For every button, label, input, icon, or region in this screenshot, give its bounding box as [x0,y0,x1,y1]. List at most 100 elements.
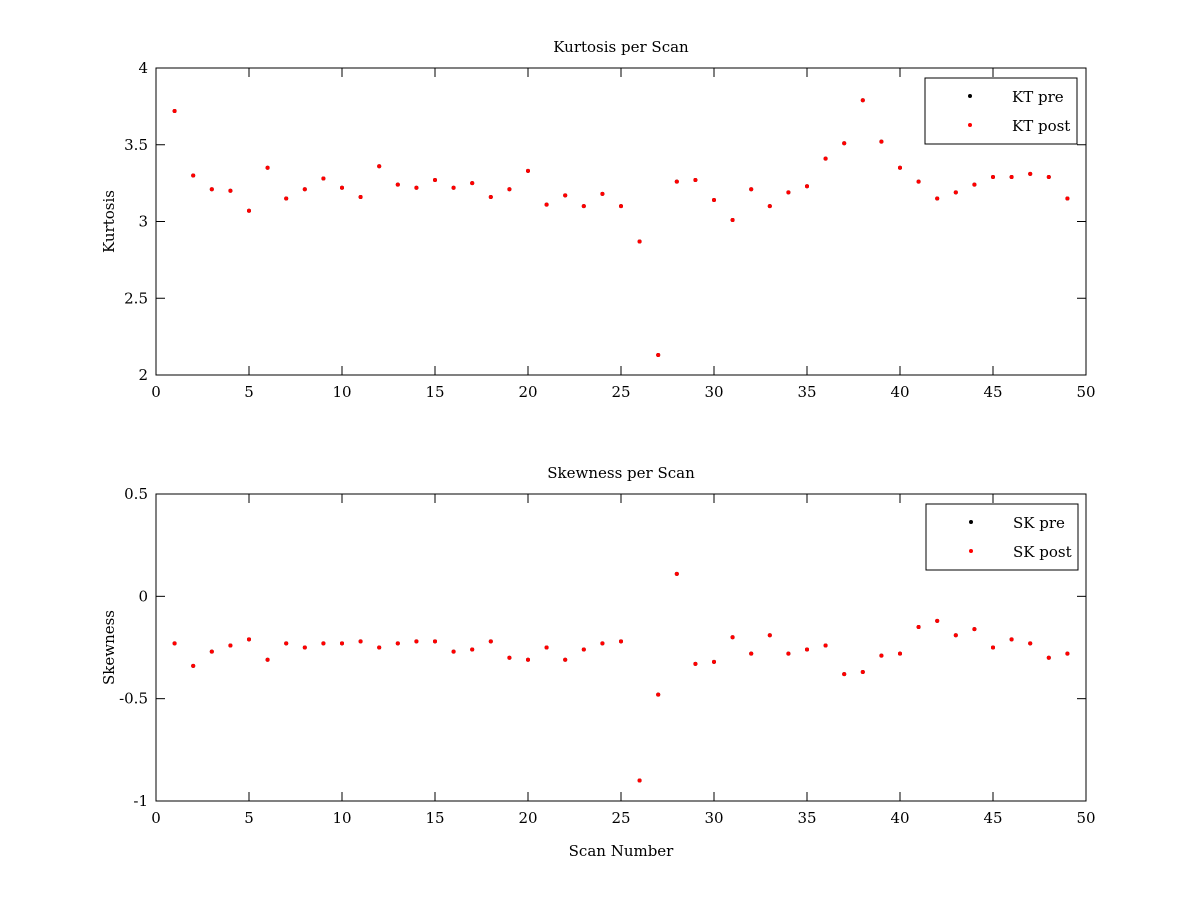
data-point [935,196,940,201]
x-tick-label: 30 [704,809,723,827]
x-tick-label: 40 [890,809,909,827]
data-point [544,202,549,207]
legend-entry: SK pre [1013,514,1065,532]
legend-entry: KT post [1012,117,1070,135]
x-tick-label: 50 [1076,383,1095,401]
data-point [600,191,605,196]
data-point [340,641,344,646]
data-point [581,647,586,652]
y-tick-label: 3.5 [124,136,148,154]
x-tick-label: 35 [797,809,816,827]
data-point [860,670,865,675]
y-tick-label: 3 [138,213,148,231]
data-point [302,645,307,650]
data-point [507,655,512,660]
data-point [172,641,177,646]
data-point [1009,174,1014,179]
data-point [1046,174,1051,179]
data-point [172,108,177,113]
data-point [358,639,363,644]
data-point [377,164,382,169]
x-tick-label: 0 [151,383,161,401]
data-point [414,185,419,190]
data-point [991,645,995,650]
data-point [730,635,735,640]
data-point [860,98,865,103]
data-point [265,165,270,170]
data-point [563,657,568,662]
data-point [433,178,437,183]
data-point [414,639,419,644]
data-point [898,165,902,170]
data-point [395,182,400,187]
data-point [1065,651,1070,656]
x-tick-label: 30 [704,383,723,401]
data-point [451,185,456,190]
data-point [284,196,289,201]
data-point [1065,196,1070,201]
y-tick-label: 4 [138,59,148,77]
legend-marker [969,520,973,524]
data-point [637,778,642,783]
data-point [544,645,549,650]
x-tick-label: 35 [797,383,816,401]
subplot-2: 0 5 10 15 20 25 30 35 40 45 50 -1 -0.5 0 0.5 Skewness p… [100,464,1096,860]
data-point [358,194,363,199]
data-point [395,641,400,646]
data-point [786,190,791,195]
data-point [674,571,679,576]
data-point [1028,171,1033,176]
data-point [656,692,661,697]
data-point [879,139,884,144]
data-point [619,639,623,644]
x-tick-label: 10 [332,809,351,827]
x-tick-label: 0 [151,809,161,827]
chart-title: Skewness per Scan [547,464,695,482]
legend-marker [968,123,972,127]
data-point [228,188,233,193]
x-tick-label: 40 [890,383,909,401]
data-point [693,178,698,183]
data-point [377,645,382,650]
data-point [953,633,958,638]
data-point [842,672,847,677]
x-tick-label: 5 [244,383,254,401]
data-point [581,204,586,209]
data-point [470,647,475,652]
legend-marker [969,549,973,553]
subplot-1: 0 5 10 15 20 25 30 35 40 45 50 2 2.5 3 3.5 4 Kurtosis pe… [100,38,1096,401]
data-point [600,641,605,646]
legend: KT pre KT post [924,77,1078,145]
legend-box [925,503,1079,571]
data-point [712,198,716,203]
x-axis-label: Scan Number [569,842,675,860]
x-tick-label: 10 [332,383,351,401]
data-point [619,204,623,209]
legend: SK pre SK post [925,503,1079,571]
data-point [916,625,921,630]
data-point [1028,641,1033,646]
data-point [191,663,196,668]
data-point [247,208,251,213]
data-point [321,641,326,646]
data-point [767,204,772,209]
x-tick-label: 5 [244,809,254,827]
y-tick-label: 2 [138,366,148,384]
data-point [749,187,754,192]
data-point [265,657,270,662]
data-point [488,639,493,644]
x-tick-label: 15 [425,809,444,827]
data-point [712,659,716,664]
series-post [172,571,1070,783]
data-point [898,651,902,656]
chart-title: Kurtosis per Scan [553,38,689,56]
data-point [321,176,326,181]
x-tick-label: 15 [425,383,444,401]
data-point [1046,655,1051,660]
legend-marker [968,94,972,98]
data-point [433,639,437,644]
x-tick-label: 25 [611,383,630,401]
data-point [991,174,995,179]
